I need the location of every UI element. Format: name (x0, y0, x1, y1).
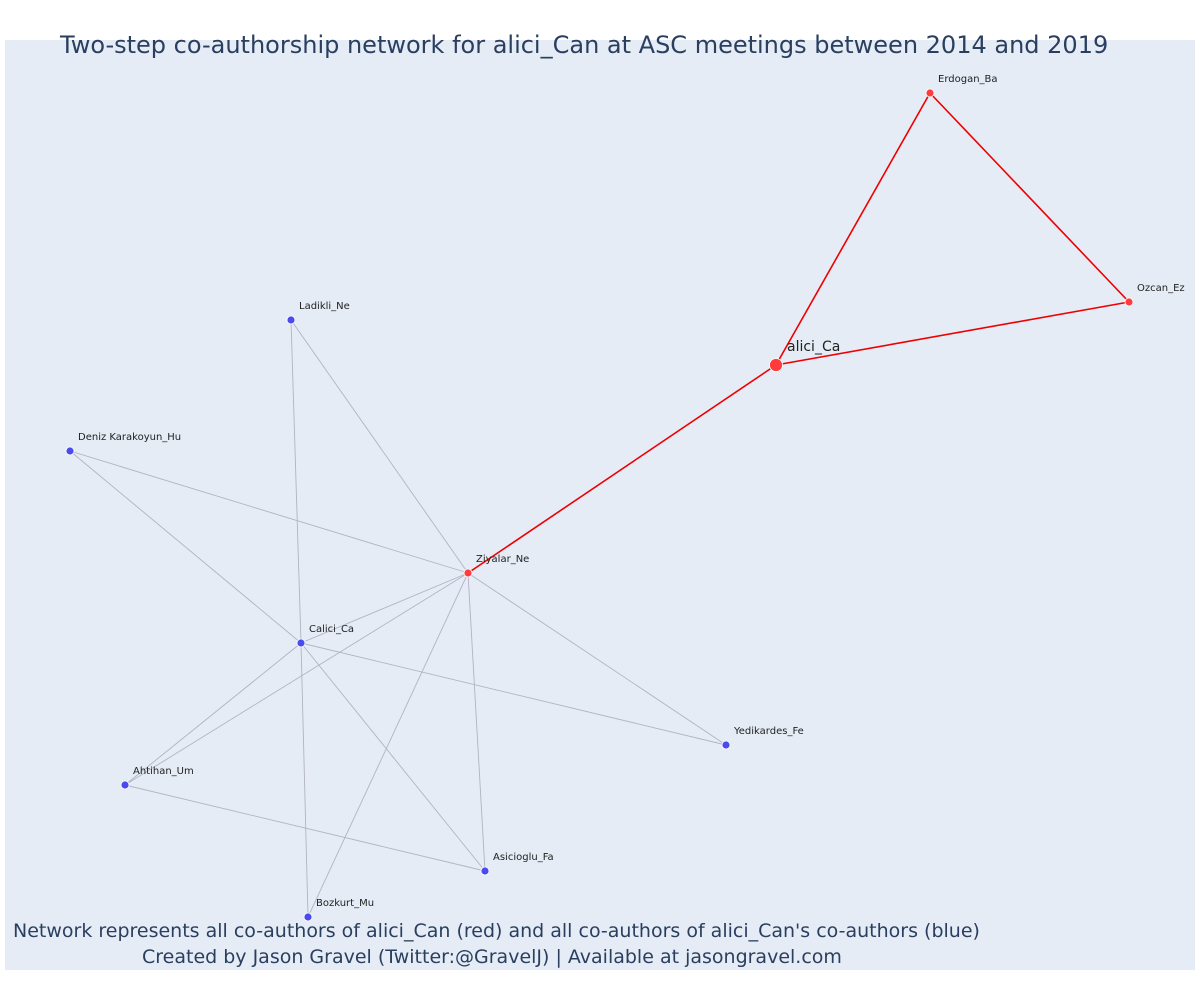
node-ozcan-ez[interactable] (1124, 297, 1134, 307)
node-bozkurt-mu[interactable] (303, 912, 313, 922)
footer-line-2: Created by Jason Gravel (Twitter:@Gravel… (142, 946, 842, 968)
node-label-bozkurt-mu: Bozkurt_Mu (316, 898, 374, 909)
edge-alici-ca-erdogan-ba (775, 92, 931, 366)
node-ziyalar-ne[interactable] (463, 568, 473, 578)
labels-layer: alici_Ca Erdogan_Ba Ozcan_Ez Ziyalar_Ne Ladi… (78, 74, 1185, 909)
node-label-asicioglu-fa: Asicioglu_Fa (493, 852, 554, 863)
node-label-alici-ca: alici_Ca (787, 339, 840, 355)
node-label-ladikli-ne: Ladikli_Ne (299, 301, 350, 312)
edge-ahtihan-um-asicioglu-fa (124, 784, 486, 872)
node-ladikli-ne[interactable] (286, 315, 296, 325)
edge-ziyalar-ne-yedikardes-fe (467, 572, 727, 746)
node-label-erdogan-ba: Erdogan_Ba (938, 74, 998, 85)
edge-ziyalar-ne-calici-ca (300, 572, 469, 644)
node-label-yedikardes-fe: Yedikardes_Fe (733, 726, 804, 737)
edge-alici-ca-ziyalar-ne (467, 364, 777, 574)
node-yedikardes-fe[interactable] (721, 740, 731, 750)
edge-erdogan-ba-ozcan-ez (929, 92, 1130, 303)
node-label-ziyalar-ne: Ziyalar_Ne (476, 554, 529, 565)
node-deniz-karakoyun-hu[interactable] (65, 446, 75, 456)
node-label-deniz-karakoyun-hu: Deniz Karakoyun_Hu (78, 432, 181, 443)
diagram-title: Two-step co-authorship network for alici… (59, 31, 1108, 59)
edge-calici-ca-deniz-karakoyun-hu (69, 450, 302, 644)
node-erdogan-ba[interactable] (925, 88, 935, 98)
edges-layer (69, 92, 1130, 918)
node-label-ozcan-ez: Ozcan_Ez (1137, 283, 1185, 294)
edge-calici-ca-yedikardes-fe (300, 642, 727, 746)
edge-ziyalar-ne-ahtihan-um (124, 572, 469, 786)
node-asicioglu-fa[interactable] (480, 866, 490, 876)
edge-ziyalar-ne-asicioglu-fa (467, 572, 486, 872)
nodes-layer (65, 88, 1134, 922)
edge-calici-ca-ahtihan-um (124, 642, 302, 786)
footer-line-1: Network represents all co-authors of ali… (13, 920, 980, 942)
node-label-ahtihan-um: Ahtihan_Um (133, 766, 194, 777)
edge-ziyalar-ne-bozkurt-mu (307, 572, 469, 918)
edge-calici-ca-bozkurt-mu (300, 642, 309, 918)
node-alici-ca[interactable] (769, 358, 783, 372)
edge-calici-ca-ladikli-ne (290, 319, 302, 644)
node-calici-ca[interactable] (296, 638, 306, 648)
plot-background (5, 40, 1195, 970)
edge-calici-ca-asicioglu-fa (300, 642, 486, 872)
node-ahtihan-um[interactable] (120, 780, 130, 790)
edge-ziyalar-ne-deniz-karakoyun-hu (69, 450, 469, 574)
edge-alici-ca-ozcan-ez (775, 301, 1130, 366)
node-label-calici-ca: Calici_Ca (309, 624, 354, 635)
edge-ziyalar-ne-ladikli-ne (290, 319, 469, 574)
